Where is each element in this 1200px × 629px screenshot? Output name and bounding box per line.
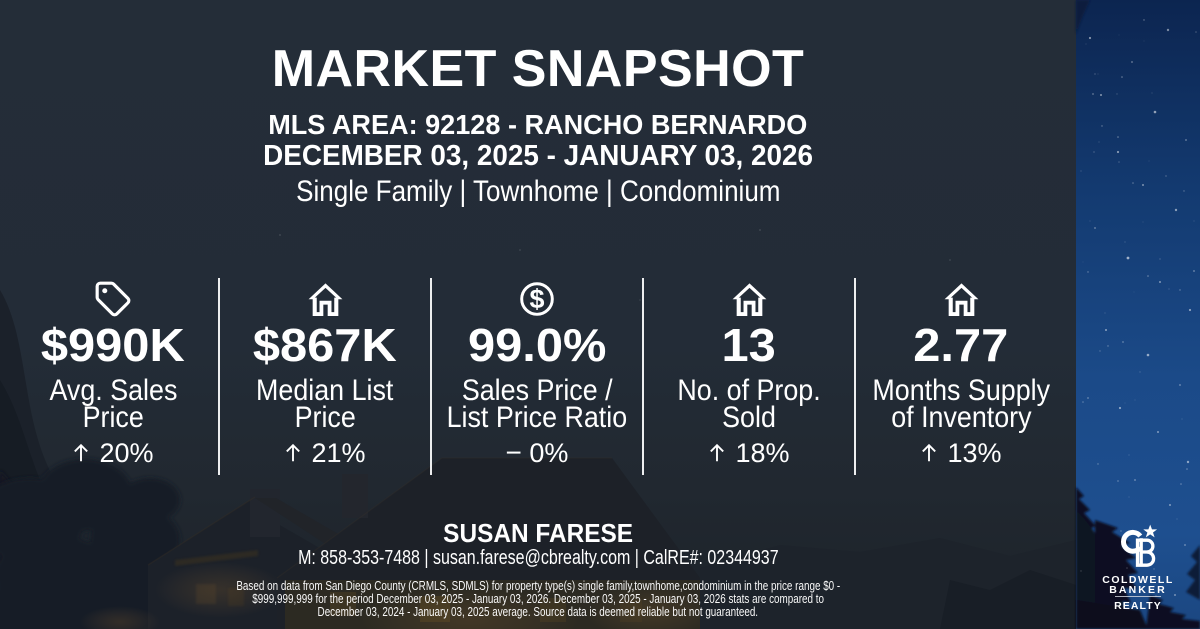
svg-text:$: $ xyxy=(530,284,545,314)
